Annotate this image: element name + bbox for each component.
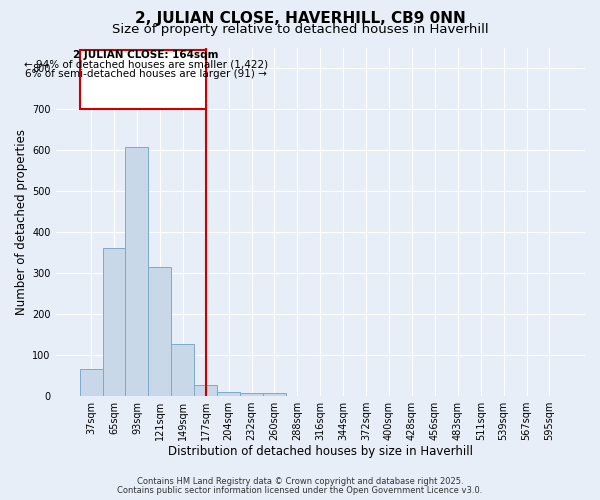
X-axis label: Distribution of detached houses by size in Haverhill: Distribution of detached houses by size … [168,444,473,458]
Text: Contains HM Land Registry data © Crown copyright and database right 2025.: Contains HM Land Registry data © Crown c… [137,477,463,486]
Bar [125,146,148,396]
Bar [171,344,194,396]
FancyBboxPatch shape [80,50,206,109]
Bar [217,392,240,396]
Text: 6% of semi-detached houses are larger (91) →: 6% of semi-detached houses are larger (9… [25,69,267,79]
Bar [103,248,125,396]
Bar [148,266,171,396]
Y-axis label: Number of detached properties: Number of detached properties [15,129,28,315]
Text: 2 JULIAN CLOSE: 164sqm: 2 JULIAN CLOSE: 164sqm [73,50,219,60]
Text: 2, JULIAN CLOSE, HAVERHILL, CB9 0NN: 2, JULIAN CLOSE, HAVERHILL, CB9 0NN [134,12,466,26]
Text: ← 94% of detached houses are smaller (1,422): ← 94% of detached houses are smaller (1,… [24,60,268,70]
Bar [240,393,263,396]
Bar [194,385,217,396]
Text: Size of property relative to detached houses in Haverhill: Size of property relative to detached ho… [112,22,488,36]
Bar [263,393,286,396]
Bar [80,370,103,396]
Text: Contains public sector information licensed under the Open Government Licence v3: Contains public sector information licen… [118,486,482,495]
